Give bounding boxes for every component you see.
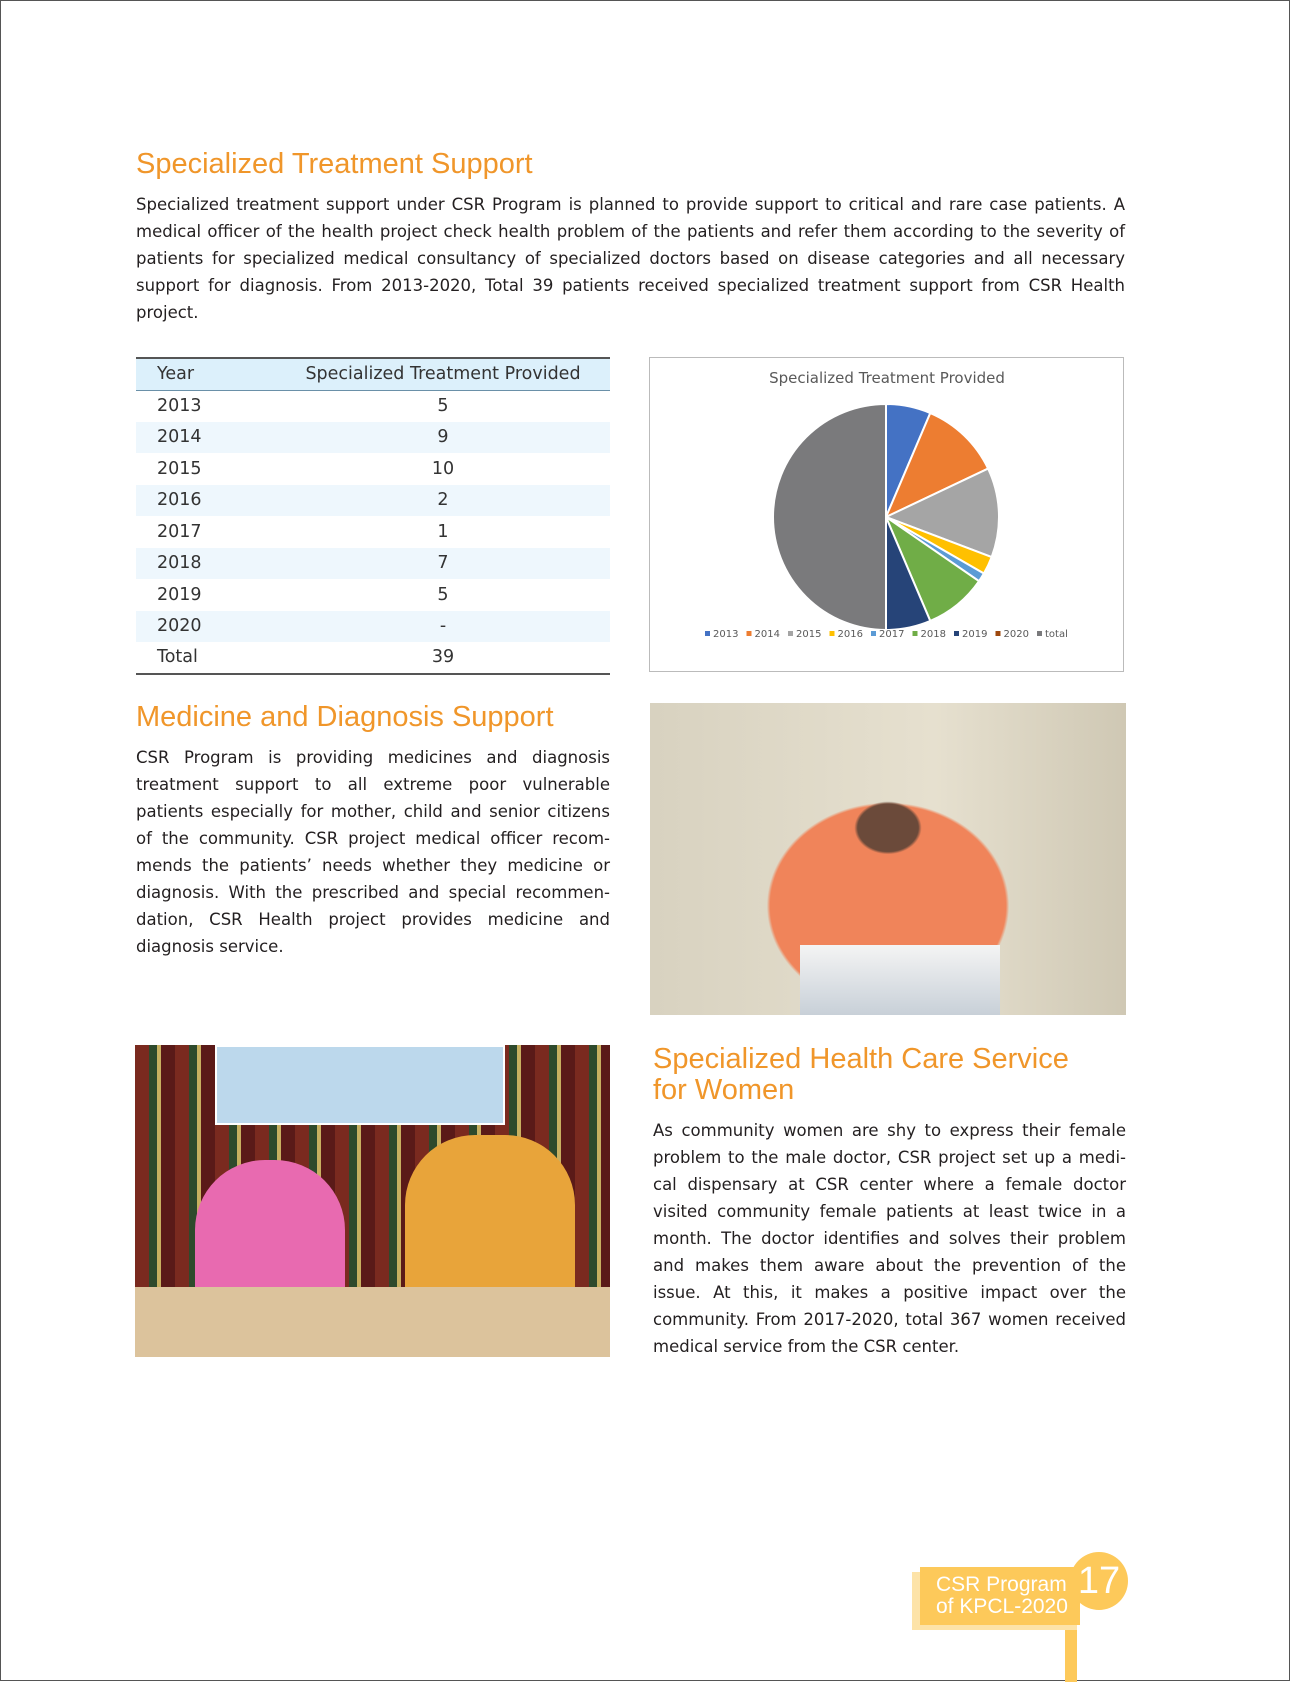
legend-label-2019: 2019 <box>962 629 987 640</box>
year-cell: 2016 <box>136 484 276 516</box>
table-surface <box>135 1287 610 1357</box>
legend-swatch-2018 <box>912 631 918 636</box>
legend-swatch-2015 <box>788 631 793 636</box>
col-treatment: Specialized Treatment Provided <box>276 357 610 391</box>
banner <box>215 1045 505 1125</box>
legend-label-2015: 2015 <box>796 629 821 640</box>
pie-slice-2014 <box>884 411 990 520</box>
treatment-cell: 39 <box>276 642 610 675</box>
treatment-cell: 2 <box>276 484 610 516</box>
year-cell: 2019 <box>157 584 202 605</box>
treatment-cell: 5 <box>437 584 449 605</box>
year-cell: Total <box>136 642 276 675</box>
year-cell: 2014 <box>136 421 276 453</box>
year-cell: 2020 <box>136 610 276 642</box>
table-row: 2017 1 <box>136 516 610 548</box>
section-title-specialized: Specialized Treatment Support <box>136 148 533 180</box>
legend-swatch-2013 <box>705 631 710 636</box>
legend-swatch-total <box>1037 631 1042 636</box>
badge-label: CSR Program of KPCL-2020 <box>920 1567 1080 1625</box>
legend-label-2014: 2014 <box>755 629 780 640</box>
page-badge: CSR Program of KPCL-2020 17 <box>912 1552 1128 1682</box>
medicine-boxes <box>800 945 1000 1015</box>
table-row: 2013 5 <box>136 390 610 422</box>
legend-label-total: total <box>1045 629 1068 640</box>
table-row: 2018 7 <box>136 547 610 579</box>
table-row: 2019 5 <box>136 579 610 611</box>
pie-svg: Specialized Treatment Provided 2013 2014 20… <box>705 369 1068 640</box>
treatment-cell: 5 <box>437 396 449 416</box>
medicine-body: CSR Program is providing medicines and d… <box>136 748 610 956</box>
title-line-1: Specialized Health Care Service <box>653 1043 1069 1075</box>
legend-swatch-2019 <box>954 631 959 636</box>
treatment-cell: 7 <box>276 547 610 579</box>
photo-woman-with-medicine <box>650 703 1126 1015</box>
legend-swatch-2016 <box>829 631 835 636</box>
badge-line-2: of KPCL-2020 <box>936 1595 1068 1618</box>
person-right <box>405 1135 575 1315</box>
treatment-cell: - <box>276 610 610 642</box>
treatment-cell: 10 <box>431 458 455 479</box>
pie-chart: Specialized Treatment Provided 2013 2014 20… <box>649 357 1124 672</box>
women-body: As community women are shy to express th… <box>653 1121 1126 1356</box>
legend-label-2018: 2018 <box>921 629 946 640</box>
legend-label-2013: 2013 <box>713 629 738 640</box>
specialized-body: Specialized treatment support under CSR … <box>136 195 1125 322</box>
pie-slice-2015 <box>883 467 1000 559</box>
legend-swatch-2020 <box>995 631 1001 636</box>
table-row: 2020- <box>136 610 610 642</box>
legend-label-2016: 2016 <box>838 629 863 640</box>
pie-slice-total <box>772 402 887 632</box>
year-cell: 2017 <box>157 521 202 542</box>
section-title-medicine: Medicine and Diagnosis Support <box>136 701 554 733</box>
table-row: 2014 9 <box>136 421 610 453</box>
table-row: 2016 2 <box>136 484 610 516</box>
badge-line-1: CSR Program <box>936 1573 1067 1596</box>
photo-female-doctors <box>135 1045 610 1357</box>
title-line-2: for Women <box>653 1074 795 1106</box>
col-year: Year <box>136 357 276 391</box>
legend-swatch-2017 <box>871 631 876 636</box>
section-title-women: Specialized Health Care Service for Women <box>653 1044 1069 1106</box>
treatment-table: Year Specialized Treatment Provided 2013 5… <box>136 357 610 675</box>
legend-swatch-2014 <box>746 631 752 636</box>
treatment-cell: 9 <box>276 421 610 453</box>
chart-title: Specialized Treatment Provided <box>769 369 1005 387</box>
table-row: 2015 10 <box>136 453 610 485</box>
year-cell: 2013 <box>157 396 202 416</box>
legend-label-2017: 2017 <box>879 629 904 640</box>
legend-label-2020: 2020 <box>1004 629 1029 640</box>
page-number: 17 <box>1070 1552 1128 1610</box>
year-cell: 2015 <box>157 458 202 479</box>
year-cell: 2018 <box>136 547 276 579</box>
table-row: Total 39 <box>136 642 610 675</box>
treatment-cell: 1 <box>437 521 449 542</box>
